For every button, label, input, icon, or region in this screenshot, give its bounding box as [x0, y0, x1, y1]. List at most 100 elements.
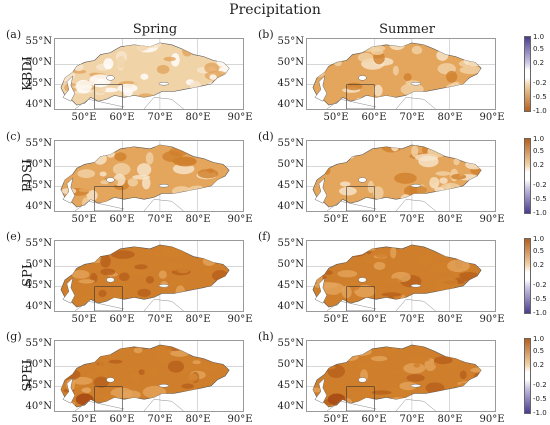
longitude-label: 60°E [109, 314, 135, 325]
longitude-label: 80°E [437, 314, 463, 325]
aral-sea [106, 377, 115, 383]
latitude-label: 55°N [25, 138, 52, 149]
map-svg [307, 39, 495, 109]
longitude-label: 70°E [399, 314, 425, 325]
latitude-label: 45°N [25, 180, 52, 191]
colorbar-tick-label: 0.5 [533, 147, 545, 155]
colorbar-tick-label: -1.0 [533, 309, 547, 317]
longitude-label: 90°E [479, 414, 505, 425]
latitude-label: 50°N [25, 359, 52, 370]
latitude-label: 50°N [277, 359, 304, 370]
colorbar-tick-label: 1.0 [533, 335, 545, 343]
longitude-label: 90°E [227, 112, 253, 123]
longitude-label: 50°E [71, 414, 97, 425]
aral-sea [358, 377, 367, 383]
aral-sea [358, 277, 367, 283]
caspian-sea [314, 177, 328, 204]
colorbar-tick-label: -0.5 [533, 93, 547, 101]
figure-title: Precipitation [229, 2, 321, 18]
map-panel-e [54, 240, 244, 312]
longitude-label: 80°E [185, 414, 211, 425]
longitude-label: 50°E [71, 112, 97, 123]
balkhash-lake [410, 384, 422, 388]
latitude-label: 40°N [277, 201, 304, 212]
longitude-label: 80°E [185, 112, 211, 123]
map-svg [307, 141, 495, 211]
colorbar-tick-label: -0.2 [533, 181, 547, 189]
colorbar-tick-label: 1.0 [533, 33, 545, 41]
colorbar-tick-label: -0.2 [533, 79, 547, 87]
latitude-label: 50°N [277, 259, 304, 270]
longitude-label: 60°E [361, 414, 387, 425]
aral-sea [358, 177, 367, 183]
map-svg [55, 141, 243, 211]
map-panel-b [306, 38, 496, 110]
longitude-label: 60°E [361, 314, 387, 325]
longitude-label: 60°E [361, 214, 387, 225]
colorbar-tick-label: -0.5 [533, 295, 547, 303]
longitude-label: 60°E [109, 214, 135, 225]
caspian-sea [314, 75, 328, 102]
latitude-label: 55°N [25, 36, 52, 47]
row-label-kbdi: KBDI [20, 56, 36, 91]
region-box [94, 84, 123, 109]
panel-letter: (a) [6, 28, 22, 41]
latitude-label: 55°N [277, 36, 304, 47]
colorbar-tick-label: -0.2 [533, 281, 547, 289]
row-label-spei: SPEI [20, 359, 36, 392]
region-box [346, 84, 375, 109]
longitude-label: 70°E [147, 314, 173, 325]
latitude-label: 40°N [277, 301, 304, 312]
longitude-label: 90°E [227, 214, 253, 225]
balkhash-lake [158, 82, 170, 86]
map-panel-d [306, 140, 496, 212]
border-lines [74, 399, 184, 411]
region-box [94, 386, 123, 411]
latitude-label: 40°N [25, 401, 52, 412]
longitude-label: 80°E [185, 214, 211, 225]
aral-sea [106, 75, 115, 81]
row-label-spi: SPI [20, 264, 36, 287]
longitude-label: 80°E [185, 314, 211, 325]
aral-sea [106, 177, 115, 183]
latitude-label: 40°N [25, 99, 52, 110]
border-lines [74, 299, 184, 311]
longitude-label: 80°E [437, 112, 463, 123]
map-panel-g [54, 340, 244, 412]
latitude-label: 45°N [277, 280, 304, 291]
latitude-label: 40°N [277, 401, 304, 412]
longitude-label: 50°E [323, 414, 349, 425]
border-lines [74, 97, 184, 109]
border-lines [326, 97, 436, 109]
latitude-label: 45°N [277, 380, 304, 391]
colorbar-tick-label: 0.2 [533, 59, 545, 67]
row-label-pdsi: PDSI [20, 158, 36, 193]
border-lines [74, 199, 184, 211]
panel-letter: (d) [258, 130, 274, 143]
longitude-label: 80°E [437, 414, 463, 425]
latitude-label: 55°N [25, 238, 52, 249]
region-box [346, 286, 375, 311]
longitude-label: 70°E [399, 214, 425, 225]
latitude-label: 45°N [277, 180, 304, 191]
latitude-label: 40°N [25, 301, 52, 312]
panel-letter: (h) [258, 330, 274, 343]
longitude-label: 50°E [71, 314, 97, 325]
map-svg [55, 39, 243, 109]
longitude-label: 60°E [109, 414, 135, 425]
latitude-label: 40°N [25, 201, 52, 212]
border-lines [326, 199, 436, 211]
map-svg [55, 341, 243, 411]
colorbar-tick-label: -1.0 [533, 409, 547, 417]
panel-letter: (f) [258, 230, 271, 243]
longitude-label: 80°E [437, 214, 463, 225]
colorbar-tick-label: 1.0 [533, 235, 545, 243]
aral-sea [358, 75, 367, 81]
colorbar-tick-label: -1.0 [533, 107, 547, 115]
map-svg [55, 241, 243, 311]
map-panel-a [54, 38, 244, 110]
colorbar-tick-label: 0.2 [533, 361, 545, 369]
colorbar-tick-label: -0.2 [533, 381, 547, 389]
balkhash-lake [158, 284, 170, 288]
